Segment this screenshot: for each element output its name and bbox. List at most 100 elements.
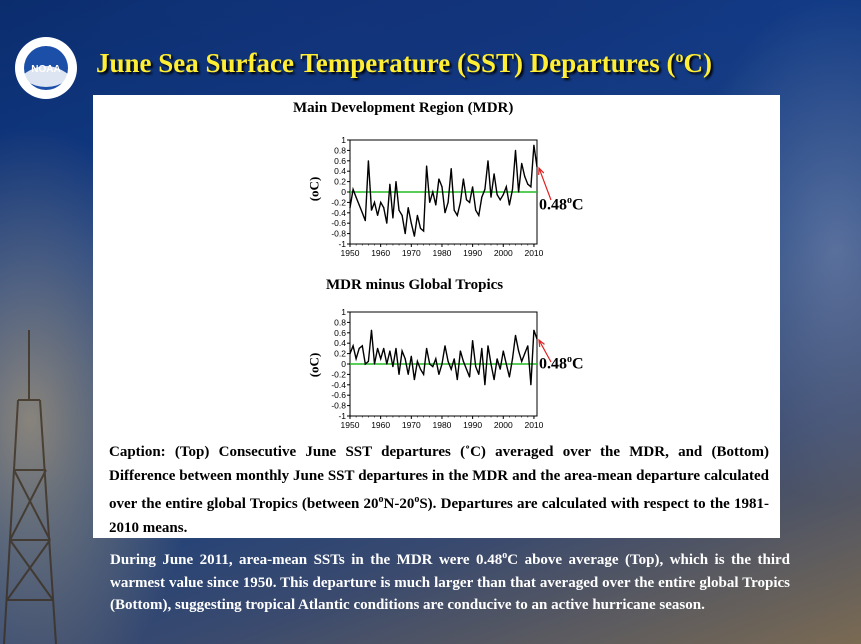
summary-degree: o	[502, 550, 508, 561]
summary-text: During June 2011, area-mean SSTs in the …	[110, 545, 790, 617]
top-ytick-label: 1	[341, 135, 346, 145]
bottom-data-point	[373, 363, 376, 365]
slide-title-degree: o	[675, 49, 684, 66]
top-data-point	[395, 181, 397, 183]
top-xtick-label: 1980	[433, 248, 452, 258]
top-chart-title: Main Development Region (MDR)	[293, 100, 514, 116]
top-callout-unit: C	[572, 196, 584, 214]
bottom-data-point	[432, 366, 434, 368]
top-ytick-label: 0	[341, 187, 346, 197]
top-data-point	[514, 149, 517, 151]
caption-text-1: Caption: (Top) Consecutive June SST depa…	[109, 444, 466, 460]
bottom-data-point	[499, 368, 501, 370]
bottom-data-point	[367, 360, 369, 362]
top-data-point	[472, 186, 474, 188]
bottom-series-line	[349, 329, 538, 385]
top-data-point	[401, 214, 403, 216]
slide-title: June Sea Surface Temperature (SST) Depar…	[96, 48, 786, 84]
noaa-logo: NOAA	[15, 37, 77, 99]
slide-title-text: June Sea Surface Temperature (SST) Depar…	[96, 48, 676, 78]
top-data-point	[398, 209, 400, 211]
top-data-point	[508, 204, 511, 206]
bottom-callout-value: 0.48	[539, 355, 567, 373]
top-xtick-label: 2010	[524, 248, 543, 258]
top-data-point	[527, 183, 529, 185]
bottom-data-point	[518, 350, 520, 352]
bottom-data-point	[444, 345, 446, 347]
top-data-point	[521, 162, 523, 164]
top-data-point	[438, 178, 440, 180]
bottom-ytick-label: 0.6	[334, 328, 346, 338]
top-data-point	[475, 209, 477, 211]
top-data-point	[518, 191, 520, 193]
top-data-point	[484, 188, 486, 190]
bottom-xtick-label: 1980	[433, 420, 452, 430]
top-data-point	[441, 186, 443, 188]
top-ytick-label: -0.4	[331, 208, 346, 218]
top-data-point	[432, 191, 434, 193]
bottom-data-point	[441, 363, 443, 365]
figure-caption: Caption: (Top) Consecutive June SST depa…	[109, 441, 769, 540]
top-data-point	[389, 183, 391, 185]
bottom-data-point	[404, 358, 406, 360]
top-data-point	[468, 201, 471, 203]
bottom-data-point	[450, 368, 452, 370]
top-ytick-label: 0.8	[334, 145, 346, 155]
top-ytick-label: 0.2	[334, 177, 346, 187]
bottom-ytick-label: -1	[338, 411, 346, 421]
bottom-data-point	[502, 350, 504, 352]
top-ytick-label: 0.6	[334, 156, 346, 166]
top-ytick-label: -0.2	[331, 197, 346, 207]
bottom-ytick-label: 0.2	[334, 349, 346, 359]
bottom-data-point	[527, 345, 529, 347]
bottom-data-point	[438, 373, 440, 375]
bottom-data-point	[521, 360, 523, 362]
top-data-point	[487, 160, 489, 162]
top-data-point	[496, 194, 498, 196]
bottom-data-point	[426, 347, 428, 349]
top-data-point	[416, 214, 419, 216]
bottom-data-point	[496, 358, 498, 360]
bottom-data-point	[468, 376, 471, 378]
bottom-data-point	[370, 329, 373, 331]
bottom-data-point	[389, 350, 391, 352]
bottom-data-point	[459, 350, 461, 352]
top-data-point	[499, 199, 501, 201]
top-data-point	[481, 196, 483, 198]
top-data-point	[355, 196, 357, 198]
top-ytick-label: -1	[338, 239, 346, 249]
bottom-xtick-label: 1960	[371, 420, 390, 430]
top-data-point	[407, 207, 409, 209]
bottom-data-point	[481, 347, 483, 349]
bottom-data-point	[524, 353, 526, 355]
top-data-point	[429, 201, 431, 203]
top-data-point	[505, 186, 507, 188]
bottom-callout-unit: C	[572, 355, 584, 373]
bottom-data-point	[410, 355, 412, 357]
top-xtick-label: 2000	[494, 248, 513, 258]
top-ytick-label: 0.4	[334, 166, 346, 176]
bottom-ytick-label: 0	[341, 359, 346, 369]
chart-panel: Main Development Region (MDR) MDR minus …	[93, 95, 780, 538]
bottom-xtick-label: 1950	[341, 420, 360, 430]
top-data-point	[456, 214, 458, 216]
top-data-point	[413, 235, 415, 237]
bottom-data-point	[422, 373, 425, 375]
top-data-point	[352, 188, 354, 190]
bottom-ytick-label: 1	[341, 307, 346, 317]
bottom-data-point	[376, 347, 379, 349]
bottom-data-point	[361, 345, 363, 347]
noaa-logo-text: NOAA	[31, 64, 60, 75]
top-data-point	[373, 201, 376, 203]
bottom-callout-arrowhead	[538, 338, 545, 348]
bottom-data-point	[398, 373, 400, 375]
top-data-point	[410, 222, 412, 224]
top-callout-value: 0.48	[539, 196, 567, 214]
bottom-data-point	[493, 379, 495, 381]
bottom-ytick-label: -0.4	[331, 380, 346, 390]
bottom-data-point	[395, 347, 397, 349]
summary-text-1: During June 2011, area-mean SSTs in the …	[110, 552, 503, 568]
top-data-point	[404, 233, 406, 235]
